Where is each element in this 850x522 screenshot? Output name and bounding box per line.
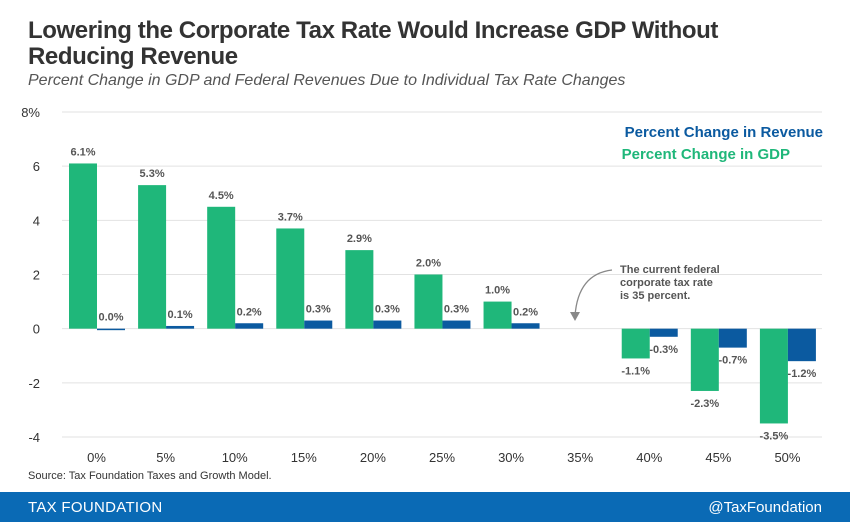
data-label: -0.3% [649, 344, 678, 356]
x-tick-label: 40% [636, 450, 662, 465]
y-tick-label: -4 [28, 430, 40, 445]
data-label: 0.3% [444, 304, 469, 316]
legend-revenue: Percent Change in Revenue [625, 124, 823, 141]
revenue-bar [166, 325, 195, 329]
gdp-bar [345, 250, 374, 329]
data-label: 0.0% [98, 312, 123, 324]
data-label: 0.1% [168, 309, 193, 321]
data-label: 6.1% [70, 146, 95, 158]
data-label: -1.1% [621, 365, 650, 377]
gdp-bar [483, 301, 512, 329]
x-tick-label: 5% [156, 450, 175, 465]
data-label: -0.7% [718, 355, 747, 367]
x-tick-label: 0% [87, 450, 106, 465]
x-tick-label: 15% [291, 450, 317, 465]
gdp-bar [138, 185, 167, 329]
data-label: 2.9% [347, 233, 372, 245]
y-tick-label: 4 [33, 213, 40, 228]
annotation-text: corporate tax rate [620, 277, 713, 289]
annotation-text: The current federal [620, 264, 720, 276]
revenue-bar [649, 328, 678, 337]
y-tick-label: -2 [28, 376, 40, 391]
gdp-bar [276, 228, 305, 329]
source-note: Source: Tax Foundation Taxes and Growth … [28, 470, 272, 482]
gdp-bar [759, 328, 788, 424]
gdp-bar [414, 274, 443, 329]
gdp-bar [621, 328, 650, 359]
data-label: -2.3% [690, 398, 719, 410]
legend-gdp: Percent Change in GDP [622, 146, 790, 163]
data-label: 3.7% [278, 211, 303, 223]
x-tick-label: 10% [222, 450, 248, 465]
data-label: 0.3% [375, 304, 400, 316]
revenue-bar [235, 323, 264, 329]
chart-subtitle: Percent Change in GDP and Federal Revenu… [28, 72, 626, 89]
y-tick-label: 0 [33, 322, 40, 337]
revenue-bar [304, 320, 333, 329]
x-tick-label: 20% [360, 450, 386, 465]
data-label: 5.3% [140, 168, 165, 180]
data-label: 0.3% [306, 304, 331, 316]
data-label: 4.5% [209, 190, 234, 202]
annotation-arrowhead [570, 312, 580, 321]
gdp-bar [690, 328, 719, 391]
y-tick-label: 6 [33, 159, 40, 174]
annotation-text: is 35 percent. [620, 290, 690, 302]
data-label: 2.0% [416, 258, 441, 270]
x-tick-label: 50% [774, 450, 800, 465]
footer-handle: @TaxFoundation [708, 499, 822, 516]
gdp-bar [69, 163, 97, 329]
annotation-arrow [574, 269, 613, 317]
footer-bar: TAX FOUNDATION @TaxFoundation [0, 492, 850, 522]
revenue-bar [442, 320, 471, 329]
y-tick-label: 2 [33, 268, 40, 283]
gdp-bar [207, 206, 236, 329]
revenue-bar [373, 320, 402, 329]
data-label: 0.2% [513, 306, 538, 318]
revenue-bar [511, 323, 540, 329]
x-tick-label: 25% [429, 450, 455, 465]
x-tick-label: 45% [705, 450, 731, 465]
data-label: 0.2% [237, 306, 262, 318]
chart-title: Lowering the Corporate Tax Rate Would In… [28, 17, 719, 70]
data-label: -1.2% [788, 368, 817, 380]
data-label: 1.0% [485, 285, 510, 297]
revenue-bar [97, 328, 125, 331]
x-tick-label: 30% [498, 450, 524, 465]
bar-chart: 8% 6 4 2 0 -2 -4 0% 6.1% 0.0% 5% 5.3% 0.1% 10% 4.5% 0.2… [21, 105, 823, 465]
revenue-bar [787, 328, 816, 362]
data-label: -3.5% [760, 430, 789, 442]
footer-brand: TAX FOUNDATION [28, 499, 163, 516]
y-tick-label: 8% [21, 105, 40, 120]
x-tick-label: 35% [567, 450, 593, 465]
revenue-bar [718, 328, 747, 348]
